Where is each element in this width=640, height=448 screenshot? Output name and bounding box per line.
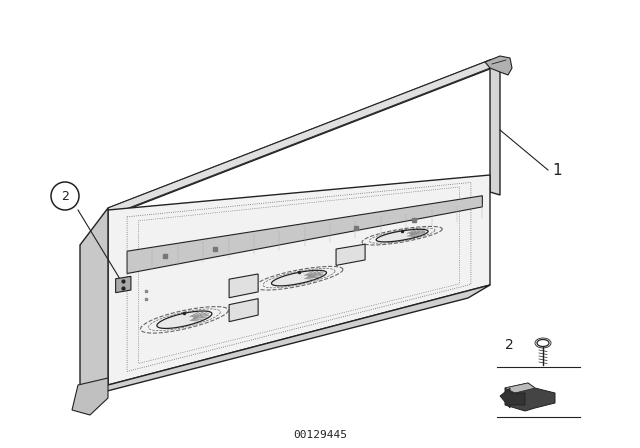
Polygon shape (72, 378, 108, 415)
Polygon shape (80, 285, 490, 398)
Polygon shape (157, 311, 212, 328)
Polygon shape (229, 274, 258, 298)
Polygon shape (80, 208, 108, 398)
Polygon shape (376, 229, 428, 242)
Text: 2: 2 (505, 338, 514, 352)
Text: 00129445: 00129445 (293, 430, 347, 440)
Polygon shape (116, 276, 131, 293)
Polygon shape (108, 60, 490, 216)
Polygon shape (485, 56, 512, 75)
Polygon shape (127, 196, 483, 274)
Polygon shape (108, 175, 490, 385)
Polygon shape (490, 60, 500, 195)
Polygon shape (336, 244, 365, 265)
Polygon shape (271, 270, 326, 286)
Text: 2: 2 (61, 190, 69, 202)
Polygon shape (505, 383, 555, 411)
Polygon shape (500, 388, 525, 408)
Polygon shape (108, 60, 500, 213)
Polygon shape (229, 299, 258, 322)
Polygon shape (505, 383, 535, 393)
Text: 1: 1 (552, 163, 562, 177)
